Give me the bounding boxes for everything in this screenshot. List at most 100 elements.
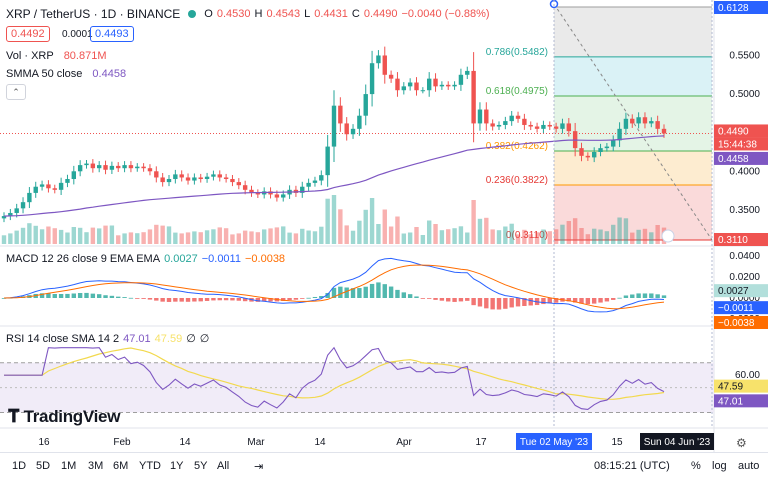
tradingview-logo[interactable]: 𝐓 TradingView <box>8 406 121 426</box>
candle-body <box>179 174 184 178</box>
macd-histogram-bar <box>484 298 489 309</box>
macd-histogram-bar <box>585 298 591 305</box>
macd-histogram-bar <box>655 294 660 298</box>
range-all[interactable]: All <box>217 460 230 472</box>
volume-bar <box>426 220 432 244</box>
volume-bar <box>598 229 603 244</box>
candle-body <box>96 165 102 169</box>
range-ytd[interactable]: YTD <box>139 460 161 472</box>
range-6m[interactable]: 6M <box>113 460 129 472</box>
macd-histogram-bar <box>198 298 203 302</box>
clock-time[interactable]: 08:15:21 (UTC) <box>594 460 670 472</box>
macd-histogram-bar <box>281 298 286 301</box>
macd-histogram-bar <box>395 289 400 298</box>
macd-axis-tick: 0.0200 <box>729 272 760 283</box>
range-5d[interactable]: 5D <box>36 460 51 472</box>
candle-body <box>585 155 591 158</box>
macd-line-axis-label-bg <box>714 301 768 315</box>
range-1d[interactable]: 1D <box>12 460 27 472</box>
fib-top-price-label-bg <box>714 1 768 14</box>
macd-histogram-bar <box>185 298 191 302</box>
open-value: 0.4530 <box>216 8 251 20</box>
candle-body <box>211 174 216 177</box>
volume-bar <box>90 227 96 244</box>
candle-body <box>623 118 629 129</box>
candle-body <box>503 121 508 125</box>
volume-bar <box>185 232 191 244</box>
fib-top-price-label: 0.6128 <box>718 3 749 14</box>
macd-histogram-bar <box>490 298 495 310</box>
macd-histogram-bar <box>604 298 610 302</box>
macd-histogram-bar <box>300 298 305 299</box>
macd-histogram-bar <box>122 297 127 298</box>
candle-body <box>128 165 134 169</box>
candle-body <box>166 179 172 183</box>
candle-body <box>630 118 635 124</box>
change-value: −0.0040 (−0.88%) <box>401 8 490 20</box>
volume-bar <box>135 233 140 244</box>
candle-body <box>103 165 108 170</box>
smma-price-label: 0.4458 <box>718 154 749 165</box>
candle-body <box>649 121 654 124</box>
macd-histogram-bar <box>141 298 146 299</box>
candle-body <box>300 186 305 193</box>
fib-zone <box>554 56 712 97</box>
range-1y[interactable]: 1Y <box>170 460 184 472</box>
percent-toggle[interactable]: % <box>691 460 701 472</box>
candle-body <box>611 140 616 147</box>
range-end-label: Sun 04 Jun '23 <box>644 437 711 448</box>
volume-bar <box>154 224 159 244</box>
volume-bar <box>249 231 254 244</box>
macd-histogram-bar <box>109 295 115 298</box>
candle-body <box>458 74 464 85</box>
candle-body <box>522 118 527 125</box>
range-3m[interactable]: 3M <box>88 460 104 472</box>
range-1m[interactable]: 1M <box>61 460 77 472</box>
volume-bar <box>306 230 311 244</box>
volume-bar <box>204 230 210 244</box>
volume-bar <box>300 228 305 244</box>
candle-body <box>160 177 165 183</box>
volume-bar <box>173 232 178 244</box>
candle-body <box>388 74 394 79</box>
volume-bar <box>287 232 292 244</box>
macd-line <box>3 257 665 313</box>
macd-histogram-bar <box>90 293 96 298</box>
volume-bar <box>141 232 146 244</box>
candle-body <box>344 123 349 135</box>
volume-bar <box>312 231 318 244</box>
fib-label: 0(0.3110) <box>506 230 548 241</box>
candle-body <box>173 174 178 180</box>
candle-body <box>65 179 70 183</box>
macd-histogram-bar <box>611 298 616 300</box>
fib-zone <box>554 185 712 240</box>
macd-histogram-bar <box>287 298 292 301</box>
sell-button[interactable]: 0.4492 <box>6 26 50 42</box>
range-5y[interactable]: 5Y <box>194 460 208 472</box>
candle-body <box>185 177 191 181</box>
auto-toggle[interactable]: auto <box>738 460 760 472</box>
volume-bar <box>84 232 89 244</box>
macd-histogram-bar <box>211 298 216 301</box>
collapse-legend-button[interactable]: ⌃ <box>6 84 26 100</box>
macd-histogram-bar <box>154 298 159 301</box>
candle-body <box>446 84 451 87</box>
candle-body <box>407 82 413 87</box>
candle-body <box>274 194 280 198</box>
price-axis-tick: 0.5500 <box>729 50 760 61</box>
buy-button[interactable]: 0.4493 <box>90 26 134 42</box>
volume-bar <box>452 228 457 244</box>
fib-label: 0.618(0.4975) <box>486 86 548 97</box>
range-start-chip-bg <box>516 433 592 450</box>
log-toggle[interactable]: log <box>712 460 727 472</box>
macd-histogram-bar <box>103 295 108 298</box>
goto-date-icon[interactable]: ⇥ <box>254 461 264 473</box>
candle-body <box>598 148 603 152</box>
candle-body <box>154 171 159 178</box>
candle-body <box>230 179 235 183</box>
settings-gear-icon[interactable]: ⚙ <box>736 436 747 450</box>
volume-bar <box>1 235 7 244</box>
macd-histogram-bar <box>623 295 629 298</box>
volume-bar <box>655 225 660 244</box>
